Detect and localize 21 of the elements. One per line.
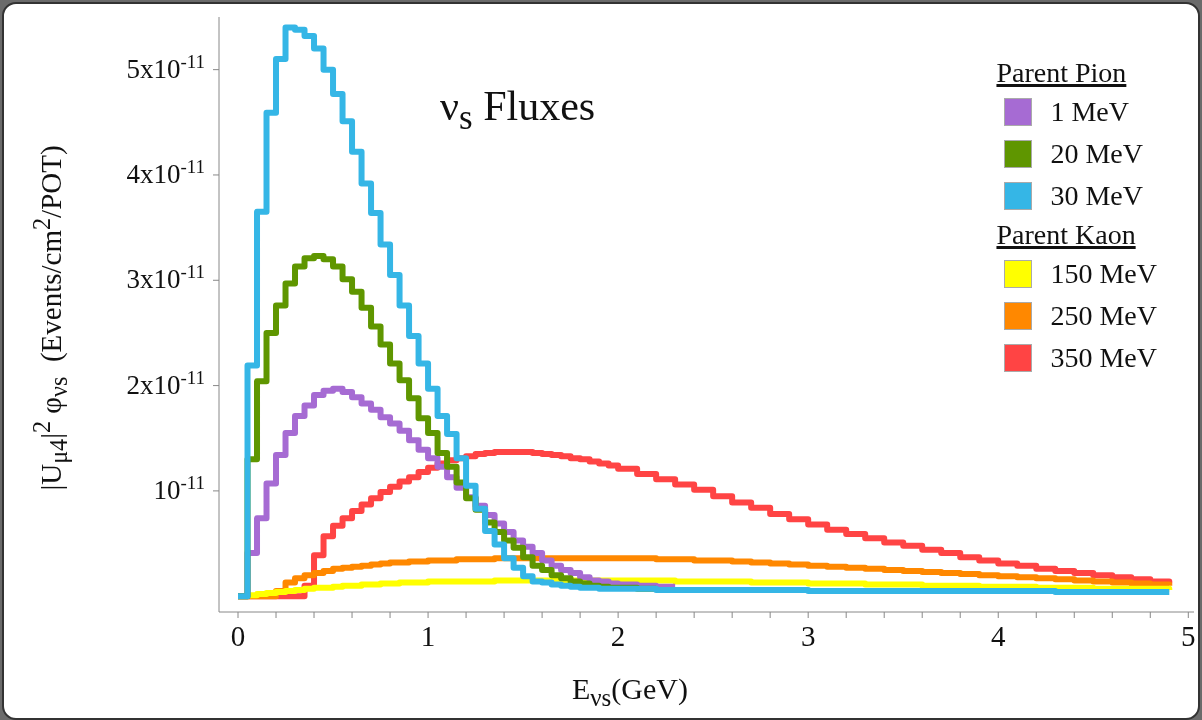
text: ν$_{s}$ Fluxes	[440, 82, 596, 139]
y-tick-label: 10$^{-11}$	[153, 471, 205, 505]
legend-label: 150 MeV	[1050, 257, 1157, 291]
y-tick-label: 2x10$^{-11}$	[126, 366, 205, 400]
x-axis-title: E$_{νs}$(GeV)	[571, 672, 689, 712]
legend-label: 1 MeV	[1050, 95, 1129, 129]
legend-label: 350 MeV	[1050, 341, 1157, 375]
x-tick-label: 4	[990, 620, 1006, 652]
x-tick-label: 0	[230, 620, 246, 652]
y-tick-label: 4x10$^{-11}$	[126, 155, 205, 189]
x-tick-label: 2	[610, 620, 626, 652]
x-tick-label: 3	[800, 620, 816, 652]
y-tick-label: 5x10$^{-11}$	[126, 50, 205, 84]
x-tick-label: 1	[420, 620, 436, 652]
y-tick-label: 3x10$^{-11}$	[126, 260, 205, 295]
x-tick-label: 5	[1181, 620, 1196, 652]
legend-label: 20 MeV	[1050, 137, 1143, 171]
legend-label: 250 MeV	[1050, 299, 1157, 333]
annotation: Parent Pion	[996, 56, 1128, 90]
annotation: Parent Kaon	[996, 218, 1137, 252]
legend-label: 30 MeV	[1050, 179, 1143, 213]
